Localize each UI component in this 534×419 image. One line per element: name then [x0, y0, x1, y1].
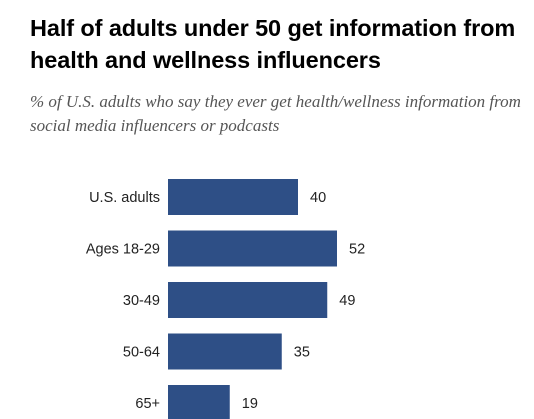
category-label: 50-64 — [123, 345, 160, 361]
value-label: 35 — [294, 345, 310, 361]
bar — [168, 385, 230, 419]
bar — [168, 333, 282, 370]
category-label: 65+ — [135, 396, 160, 412]
value-label: 19 — [242, 396, 258, 412]
value-label: 49 — [339, 293, 355, 309]
value-label: 40 — [310, 190, 326, 206]
category-label: U.S. adults — [89, 190, 160, 206]
category-label: Ages 18-29 — [86, 242, 160, 258]
bar — [168, 230, 337, 267]
chart-subtitle: % of U.S. adults who say they ever get h… — [30, 92, 521, 135]
bar — [168, 179, 298, 215]
bar — [168, 282, 328, 318]
chart-title: Half of adults under 50 get information … — [30, 15, 516, 73]
category-label: 30-49 — [123, 293, 160, 309]
value-label: 52 — [349, 242, 365, 258]
